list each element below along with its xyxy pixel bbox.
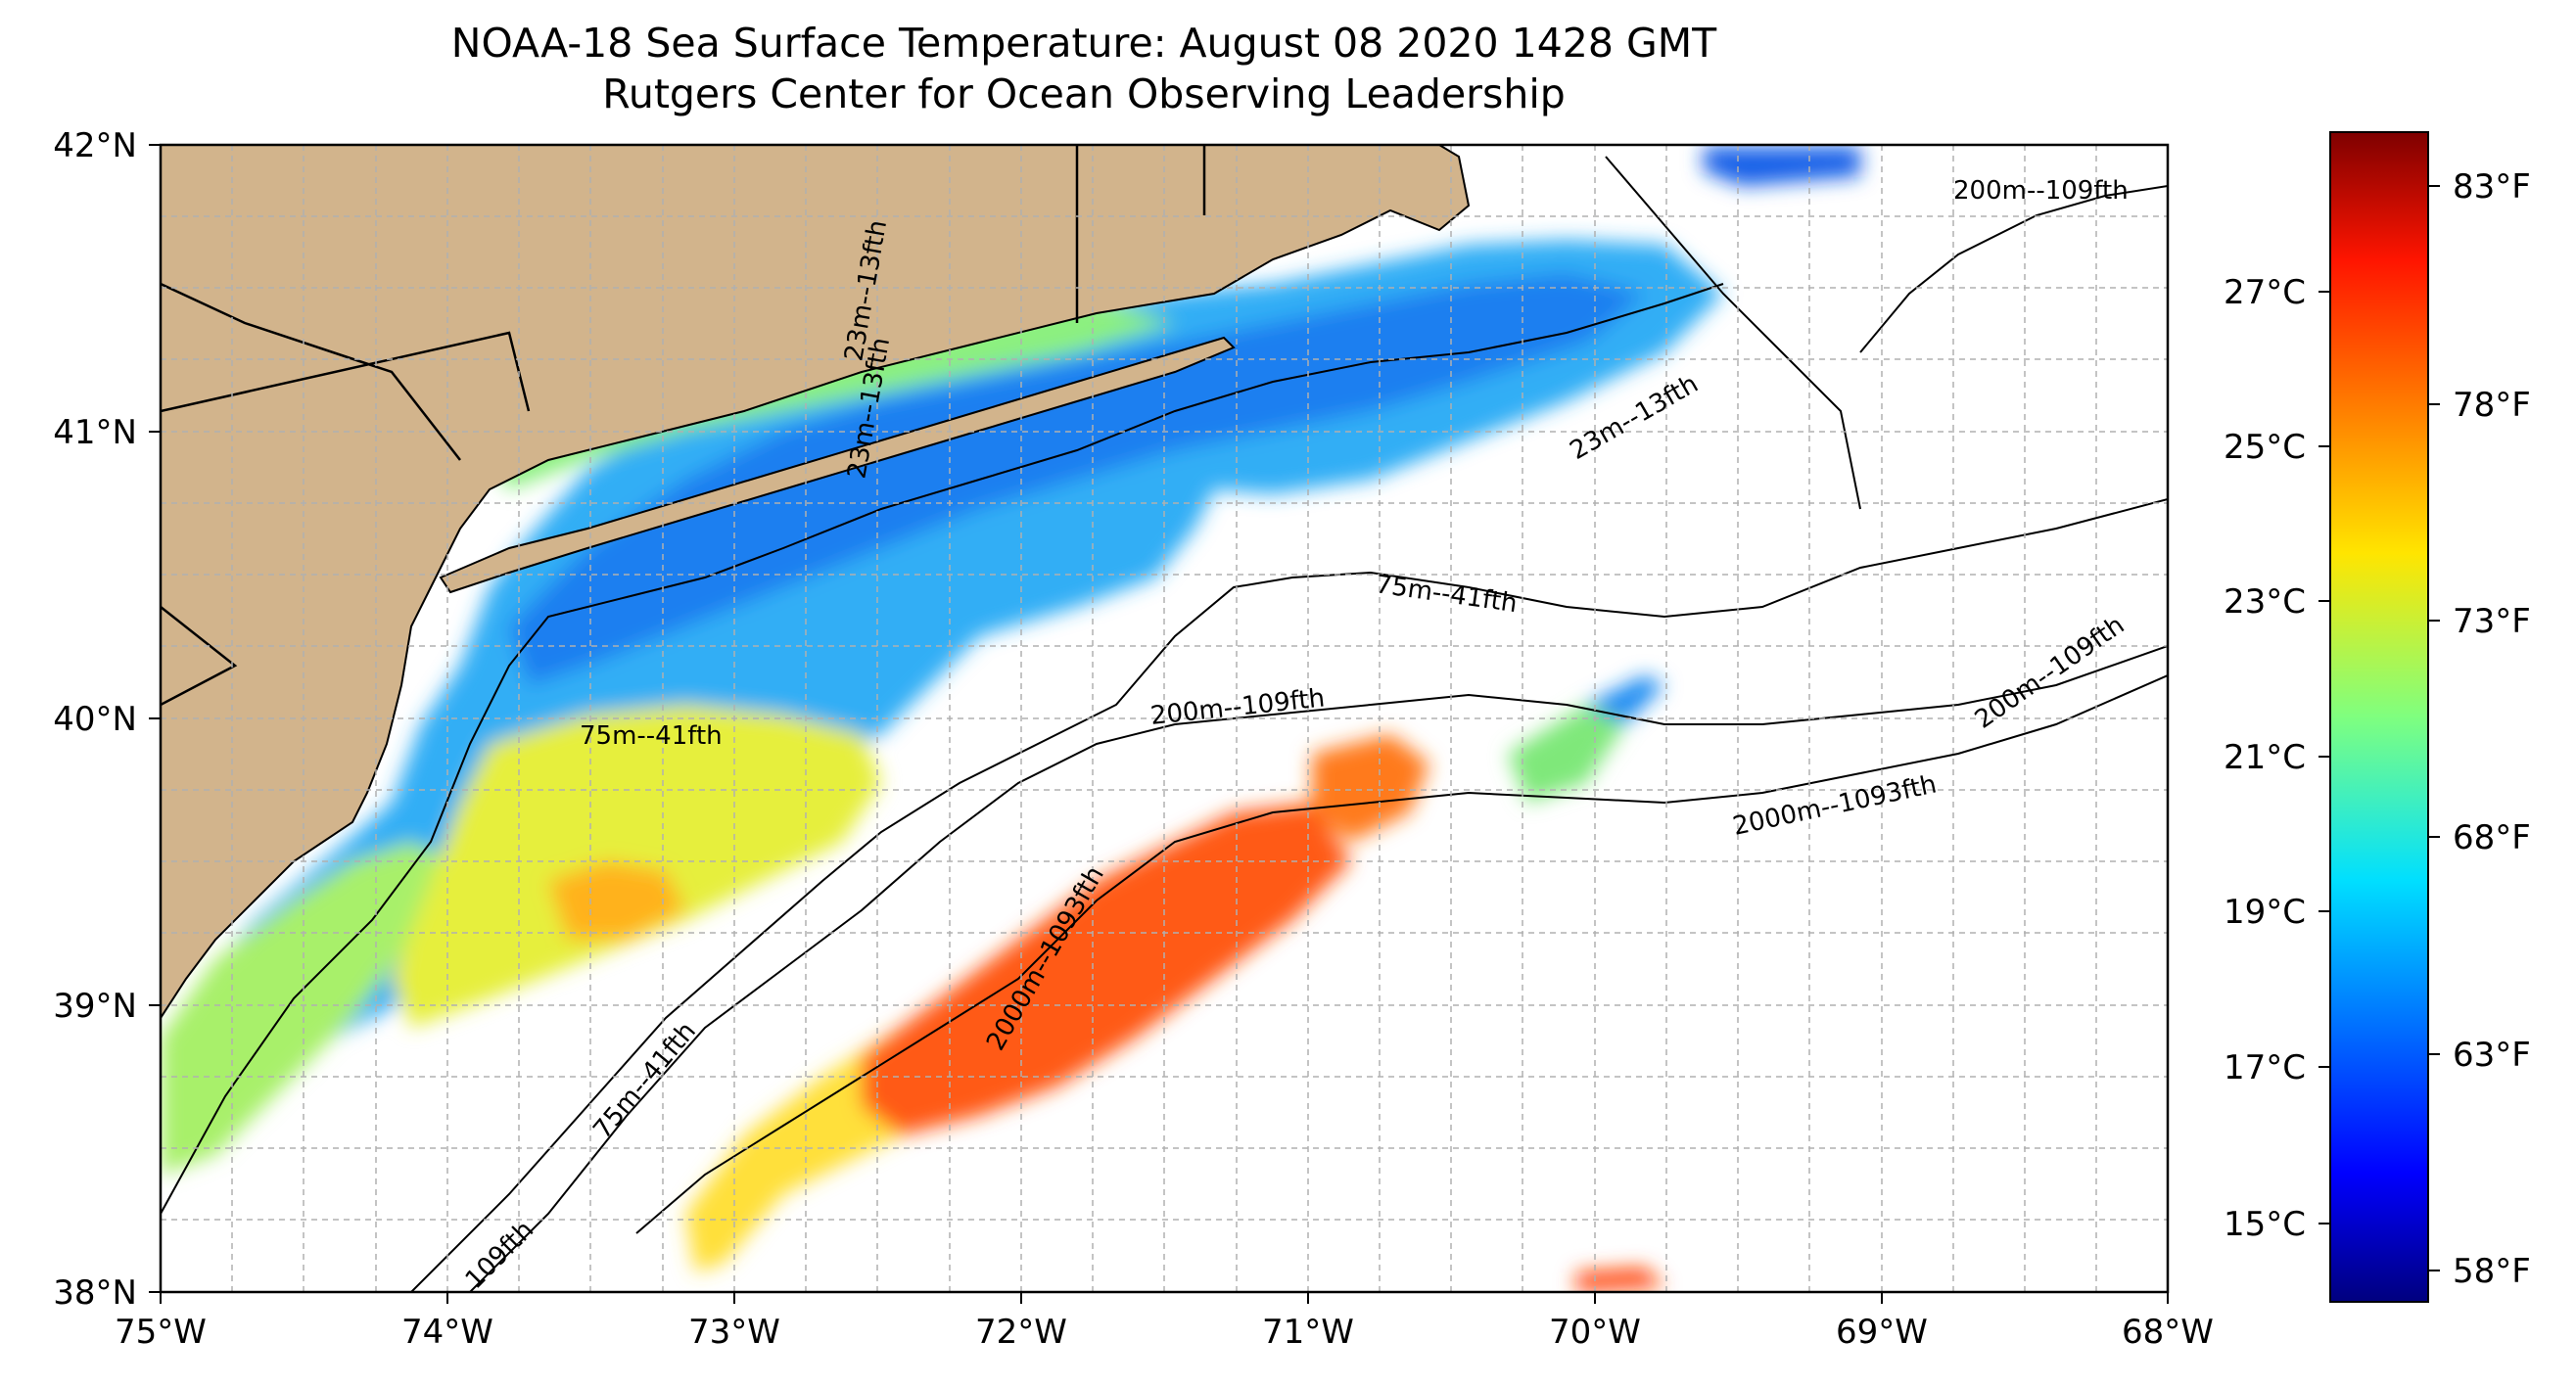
celsius-tick-label: 15°C: [2224, 1205, 2306, 1244]
sst-shelf-base: [161, 240, 1723, 1155]
sst-coastal-warm: [161, 842, 450, 1175]
land-long-island: [439, 336, 1236, 594]
lon-tick-label: 71°W: [1262, 1313, 1354, 1352]
colorbar-gradient: [2329, 131, 2429, 1303]
colorbar: 27°C 25°C 23°C 21°C 19°C 17°C 15°C 83°F …: [2224, 131, 2531, 1303]
fahrenheit-tick-label: 78°F: [2453, 386, 2531, 425]
lon-tick-label: 70°W: [1549, 1313, 1641, 1352]
contour-label: 75m--41fth: [580, 721, 723, 751]
sst-nearshore-green: [490, 294, 1175, 489]
colorbar-ticks: [2318, 185, 2440, 1271]
contour-200m: [469, 645, 2168, 1292]
bathymetry-contours: [161, 156, 2168, 1292]
sst-patch-capecod: [1704, 147, 1860, 186]
lon-tick-label: 72°W: [975, 1313, 1067, 1352]
map-title: NOAA-18 Sea Surface Temperature: August …: [0, 18, 2168, 119]
sst-patch-south-red: [1576, 1268, 1664, 1292]
celsius-tick-label: 21°C: [2224, 738, 2306, 777]
land: [161, 145, 1471, 1020]
lat-tick-label: 41°N: [53, 413, 137, 452]
lon-tick-label: 74°W: [401, 1313, 493, 1352]
celsius-tick-label: 17°C: [2224, 1048, 2306, 1087]
fahrenheit-tick-label: 73°F: [2453, 602, 2531, 641]
colorbar-celsius-labels: 27°C 25°C 23°C 21°C 19°C 17°C 15°C: [2224, 273, 2306, 1244]
lon-tick-label: 68°W: [2122, 1313, 2214, 1352]
title-line-2: Rutgers Center for Ocean Observing Leade…: [602, 70, 1566, 117]
celsius-tick-label: 23°C: [2224, 582, 2306, 622]
sst-cool-core: [509, 274, 1645, 685]
title-line-1: NOAA-18 Sea Surface Temperature: August …: [450, 20, 1717, 67]
contour-2000m: [635, 674, 2168, 1234]
lat-tick-label: 40°N: [53, 700, 137, 739]
fahrenheit-tick-label: 83°F: [2453, 167, 2531, 207]
land-mainland: [161, 145, 1471, 1020]
colorbar-fahrenheit-labels: 83°F 78°F 73°F 68°F 63°F 58°F: [2453, 167, 2531, 1291]
contour-label: 200m--109fth: [1953, 176, 2129, 206]
longitude-labels: 75°W 74°W 73°W 72°W 71°W 70°W 69°W 68°W: [115, 1313, 2214, 1352]
sst-eddy-warm: [1312, 734, 1429, 842]
lon-tick-label: 69°W: [1836, 1313, 1928, 1352]
celsius-tick-label: 27°C: [2224, 273, 2306, 312]
axis-ticks: [149, 144, 2169, 1304]
sst-gulfstream-red: [862, 803, 1351, 1135]
fahrenheit-tick-label: 68°F: [2453, 818, 2531, 857]
lat-tick-label: 38°N: [53, 1273, 137, 1313]
celsius-tick-label: 19°C: [2224, 893, 2306, 932]
fahrenheit-tick-label: 58°F: [2453, 1252, 2531, 1291]
sst-shelf-orange: [548, 861, 685, 940]
sst-field: [161, 147, 1860, 1292]
state-borders: [161, 145, 1206, 707]
celsius-tick-label: 25°C: [2224, 428, 2306, 467]
lon-tick-label: 75°W: [115, 1313, 207, 1352]
lat-tick-label: 42°N: [53, 126, 137, 165]
latitude-labels: 38°N 39°N 40°N 41°N 42°N: [53, 126, 137, 1313]
lat-tick-label: 39°N: [53, 987, 137, 1026]
contour-75m: [410, 498, 2168, 1292]
map-panel: 200m--109fth 23m--13fth 75m--41fth 200m-…: [161, 145, 2168, 1292]
gridlines: [161, 145, 2168, 1292]
sst-patch-east: [1508, 705, 1625, 803]
lon-tick-label: 73°W: [688, 1313, 780, 1352]
contour-23m: [161, 283, 1724, 1215]
contour-northeast: [1605, 156, 2168, 510]
fahrenheit-tick-label: 63°F: [2453, 1036, 2531, 1075]
